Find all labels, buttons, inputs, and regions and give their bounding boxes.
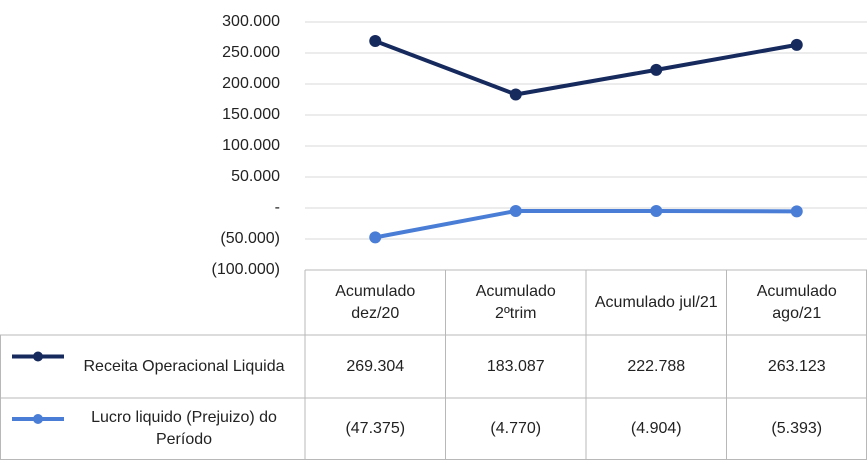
legend-label: Lucro liquido (Prejuizo) do Período bbox=[91, 409, 277, 448]
data-point bbox=[509, 88, 522, 101]
y-tick-label: 250.000 bbox=[222, 44, 280, 61]
data-point bbox=[369, 35, 382, 48]
legend-marker bbox=[33, 414, 43, 424]
y-tick-label: 150.000 bbox=[222, 106, 280, 123]
series-line bbox=[374, 208, 797, 240]
y-tick-label: 300.000 bbox=[222, 13, 280, 30]
value-label: 222.788 bbox=[627, 357, 686, 375]
data-point bbox=[790, 38, 803, 51]
data-point bbox=[790, 205, 803, 218]
data-point bbox=[650, 205, 663, 218]
series-line bbox=[374, 39, 798, 97]
value-label: 183.087 bbox=[486, 357, 545, 375]
data-point bbox=[509, 204, 522, 217]
value-label: (4.904) bbox=[630, 420, 682, 437]
y-tick-label: (50.000) bbox=[220, 230, 280, 247]
legend-marker bbox=[33, 351, 43, 362]
y-tick-label: - bbox=[275, 199, 280, 216]
y-tick-label: 100.000 bbox=[222, 137, 280, 154]
category-label: Acumulado 2ºtrim bbox=[475, 282, 556, 322]
value-label: 269.304 bbox=[346, 357, 405, 375]
legend-label: Receita Operacional Liquida bbox=[83, 357, 285, 375]
data-point bbox=[650, 63, 663, 76]
category-label: Acumulado jul/21 bbox=[594, 293, 718, 311]
value-label: 263.123 bbox=[767, 357, 826, 375]
y-tick-label: (100.000) bbox=[212, 261, 281, 278]
y-tick-label: 200.000 bbox=[222, 75, 280, 92]
category-label: Acumulado ago/21 bbox=[756, 282, 837, 322]
value-label: (4.770) bbox=[490, 420, 542, 437]
y-tick-label: 50.000 bbox=[231, 168, 280, 185]
value-label: (5.393) bbox=[771, 420, 823, 437]
data-point bbox=[369, 231, 382, 244]
value-label: (47.375) bbox=[345, 420, 406, 437]
category-label: Acumulado dez/20 bbox=[335, 282, 416, 322]
